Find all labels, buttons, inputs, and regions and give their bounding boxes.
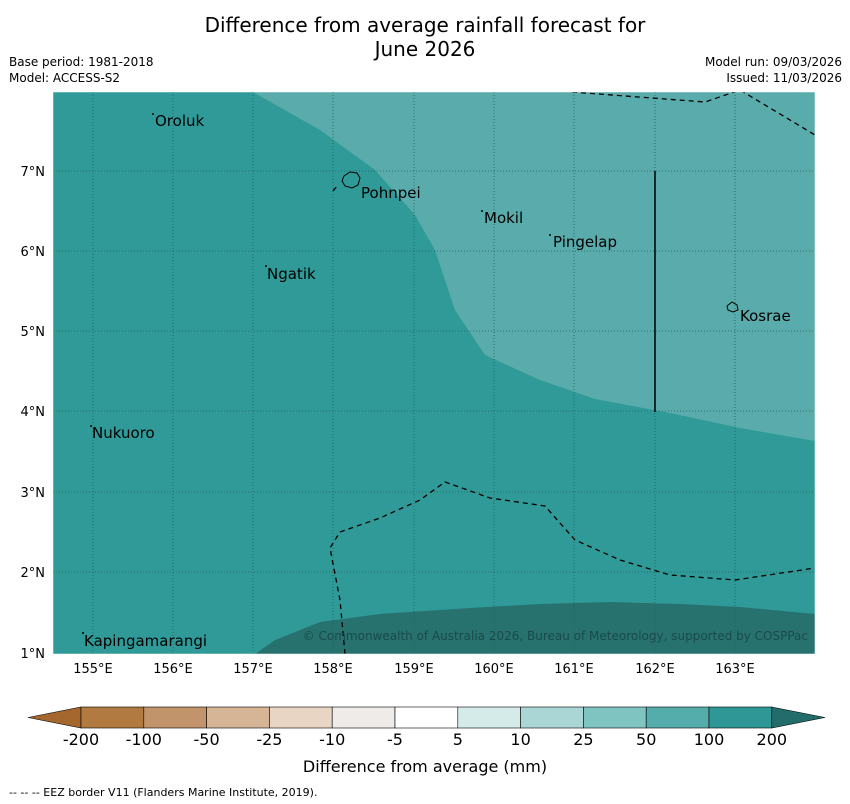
graticule xyxy=(53,92,815,654)
lon-label: 158°E xyxy=(313,662,353,677)
place-label-pingelap: Pingelap xyxy=(553,233,617,251)
colorbar-swatch xyxy=(583,706,647,729)
colorbar-tick-label: 50 xyxy=(636,730,656,749)
place-label-kapingamarangi: Kapingamarangi xyxy=(84,632,207,650)
place-label-kosrae: Kosrae xyxy=(740,307,791,325)
lat-label: 3°N xyxy=(21,486,46,501)
colorbar-tick-label: -200 xyxy=(63,730,99,749)
colorbar-swatch xyxy=(645,706,710,729)
lon-label: 162°E xyxy=(635,662,675,677)
model-run-label: Model run: 09/03/2026 xyxy=(704,55,842,69)
place-label-pohnpei: Pohnpei xyxy=(361,184,421,202)
region-25-50mm xyxy=(253,92,815,441)
colorbar-swatch xyxy=(206,706,270,729)
kosrae-island xyxy=(726,301,739,313)
colorbar-swatch xyxy=(143,706,207,729)
place-label-nukuoro: Nukuoro xyxy=(92,424,155,442)
lon-label: 155°E xyxy=(73,662,113,677)
colorbar-swatch xyxy=(457,706,521,729)
lon-label: 159°E xyxy=(394,662,434,677)
colorbar-tick-label: -50 xyxy=(194,730,220,749)
colorbar-label: Difference from average (mm) xyxy=(303,757,547,776)
model-label: Model: ACCESS-S2 xyxy=(9,71,121,85)
base-period-label: Base period: 1981-2018 xyxy=(9,55,154,69)
lon-label: 161°E xyxy=(554,662,594,677)
colorbar-swatch xyxy=(80,706,145,729)
colorbar-swatch xyxy=(520,706,584,729)
colorbar-tick-label: 25 xyxy=(573,730,593,749)
lon-label: 160°E xyxy=(474,662,514,677)
colorbar-tick-label: -25 xyxy=(256,730,282,749)
lat-label: 2°N xyxy=(21,566,46,581)
copyright-notice: © Commonwealth of Australia 2026, Bureau… xyxy=(303,629,808,643)
colorbar-tick-label: 10 xyxy=(510,730,530,749)
region-100-200mm xyxy=(255,602,815,654)
colorbar-tick-label: 5 xyxy=(453,730,463,749)
colorbar-tick-label: 200 xyxy=(757,730,788,749)
lat-label: 5°N xyxy=(21,325,46,340)
place-label-mokil: Mokil xyxy=(484,209,523,227)
latitude-labels: 7°N 6°N 5°N 4°N 3°N 2°N 1°N xyxy=(21,165,46,662)
issued-label: Issued: 11/03/2026 xyxy=(726,71,842,85)
map-frame xyxy=(52,91,816,655)
eez-borders xyxy=(329,92,815,654)
colorbar-extend-low xyxy=(27,706,82,729)
colorbar-swatch xyxy=(708,706,773,729)
place-label-ngatik: Ngatik xyxy=(267,265,316,283)
lon-label: 163°E xyxy=(715,662,755,677)
colorbar-extend-high xyxy=(771,706,826,729)
lat-label: 4°N xyxy=(21,405,46,420)
colorbar-tick-label: -10 xyxy=(319,730,345,749)
atoll-markers xyxy=(82,113,551,634)
colorbar: -200 -100 -50 -25 -10 -5 5 10 25 50 100 200 xyxy=(27,706,826,749)
colorbar-swatch xyxy=(394,706,459,729)
map-title-line1: Difference from average rainfall forecas… xyxy=(204,13,646,37)
colorbar-swatch xyxy=(269,706,333,729)
lat-label: 1°N xyxy=(21,647,46,662)
colorbar-tick-label: -5 xyxy=(387,730,403,749)
map-area: Oroluk Pohnpei Mokil Pingelap Ngatik Kos… xyxy=(53,92,815,654)
lon-label: 157°E xyxy=(233,662,273,677)
lat-label: 7°N xyxy=(21,165,46,180)
colorbar-tick-label: -100 xyxy=(126,730,162,749)
eez-credit: -- -- -- EEZ border V11 (Flanders Marine… xyxy=(9,786,318,799)
lat-label: 6°N xyxy=(21,245,46,260)
lon-label: 156°E xyxy=(153,662,193,677)
colorbar-tick-label: 100 xyxy=(694,730,725,749)
pohnpei-island xyxy=(341,171,361,189)
map-title-line2: June 2026 xyxy=(374,37,476,61)
colorbar-swatch xyxy=(331,706,396,729)
longitude-labels: 155°E 156°E 157°E 158°E 159°E 160°E 161°… xyxy=(73,662,755,677)
place-label-oroluk: Oroluk xyxy=(155,112,204,130)
